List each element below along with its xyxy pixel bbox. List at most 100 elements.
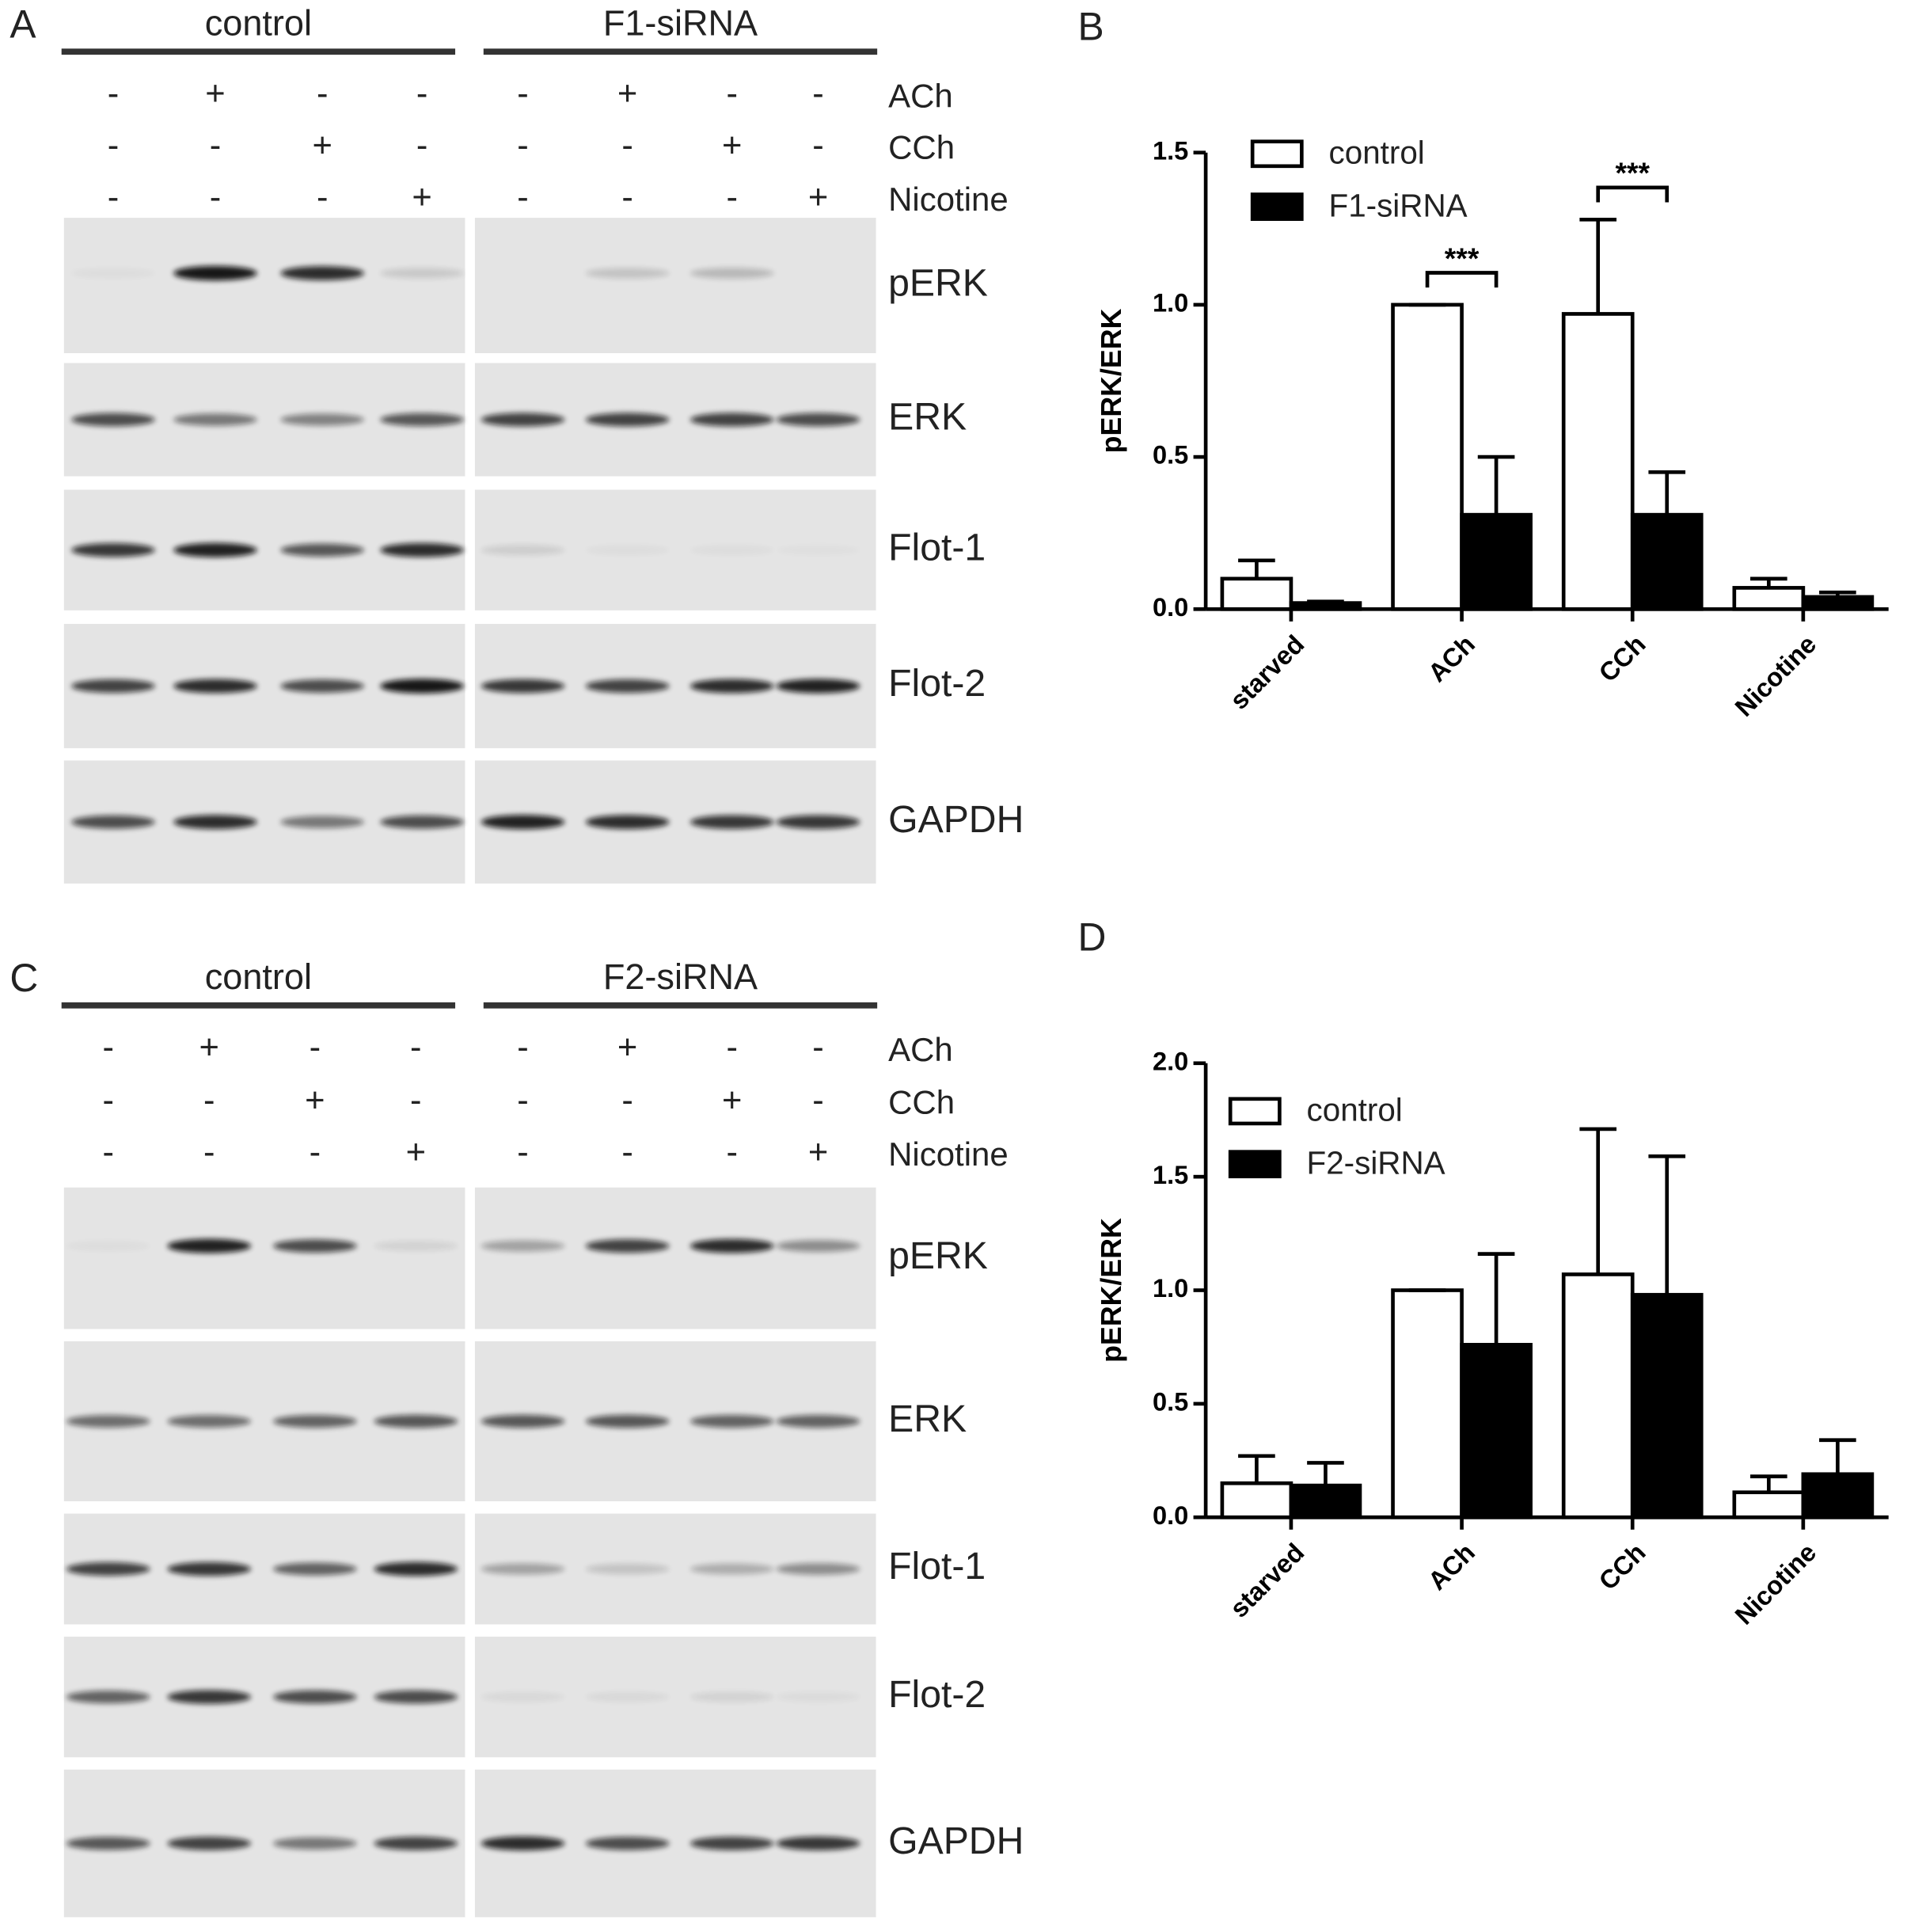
legend-swatch xyxy=(1250,192,1304,221)
blot-band xyxy=(776,1563,860,1575)
bar xyxy=(1561,1272,1635,1519)
blot-band xyxy=(66,1690,150,1704)
x-tick-label: Nicotine xyxy=(1729,1538,1822,1630)
blot-band xyxy=(273,1690,357,1704)
blot-band xyxy=(173,542,257,557)
bar xyxy=(1460,512,1533,611)
x-tick-label: ACh xyxy=(1422,629,1480,688)
treatment-label: ACh xyxy=(888,77,953,114)
blot-band xyxy=(374,1836,458,1850)
legend-swatch xyxy=(1250,139,1304,169)
treatment-sign: - xyxy=(517,178,529,216)
treatment-sign: - xyxy=(416,75,428,113)
treatment-sign: + xyxy=(722,127,742,165)
blot-band xyxy=(585,815,670,830)
blot-band xyxy=(585,1836,670,1850)
y-tick-label: 1.5 xyxy=(1153,1160,1188,1189)
error-bar xyxy=(1307,599,1344,604)
blot-band xyxy=(585,1414,670,1428)
treatment-label: CCh xyxy=(888,1084,955,1121)
blot-band xyxy=(273,1414,357,1428)
band-label: GAPDH xyxy=(888,798,1024,841)
blot-band xyxy=(71,815,155,829)
blot-band xyxy=(689,268,774,279)
legend-label: control xyxy=(1307,1092,1403,1128)
blot-band xyxy=(374,1414,458,1428)
y-tick-label: 1.0 xyxy=(1153,1273,1188,1303)
blot-band xyxy=(481,1414,565,1428)
blot-band xyxy=(585,1239,670,1253)
treatment-sign: - xyxy=(317,75,329,113)
treatment-sign: - xyxy=(517,75,529,113)
error-bar xyxy=(1750,1474,1787,1493)
band-label: pERK xyxy=(888,1234,988,1277)
x-tick-label: Nicotine xyxy=(1729,629,1822,722)
bar xyxy=(1220,576,1293,611)
blot-band xyxy=(776,1240,860,1253)
error-bar xyxy=(1819,590,1856,597)
blot-band xyxy=(280,679,365,693)
treatment-sign: - xyxy=(812,1082,824,1120)
error-bar xyxy=(1579,217,1617,314)
treatment-label: ACh xyxy=(888,1031,953,1068)
bar xyxy=(1630,512,1704,611)
blot-band xyxy=(173,815,257,830)
band-label: pERK xyxy=(888,261,988,304)
error-bar xyxy=(1477,454,1515,515)
blot-band xyxy=(173,265,257,281)
blot-band xyxy=(280,266,365,280)
treatment-sign: + xyxy=(199,1029,219,1067)
treatment-sign: - xyxy=(726,178,738,216)
treatment-sign: - xyxy=(410,1029,422,1067)
x-tick-label: ACh xyxy=(1422,1538,1480,1596)
x-tick-label: CCh xyxy=(1593,1538,1651,1596)
blot-band xyxy=(585,1691,670,1702)
error-bar xyxy=(1579,1127,1617,1275)
blot-band xyxy=(689,1238,774,1253)
y-axis-title: pERK/ERK xyxy=(1096,308,1127,453)
blot-band xyxy=(689,815,774,829)
blot-band xyxy=(776,1691,860,1702)
significance-label: *** xyxy=(1615,156,1650,189)
legend-swatch xyxy=(1228,1097,1282,1126)
blot-band xyxy=(66,1561,150,1576)
bar xyxy=(1391,302,1464,611)
error-bar xyxy=(1238,558,1275,579)
blot-band xyxy=(585,413,670,427)
group-label: F2-siRNA xyxy=(603,956,758,997)
y-tick-label: 1.0 xyxy=(1153,288,1188,318)
treatment-sign: - xyxy=(210,178,222,216)
error-bar xyxy=(1307,1461,1344,1486)
band-label: Flot-2 xyxy=(888,1673,986,1716)
blot-band xyxy=(481,1691,565,1702)
blot-band xyxy=(71,679,155,693)
panel-label: D xyxy=(1077,915,1106,960)
bar xyxy=(1289,1483,1362,1519)
bar xyxy=(1561,312,1635,611)
blot-band xyxy=(167,1561,252,1576)
treatment-sign: - xyxy=(108,75,120,113)
blot-band xyxy=(273,1562,357,1576)
blot-band xyxy=(273,1837,357,1850)
blot-band xyxy=(167,1238,252,1253)
treatment-sign: - xyxy=(726,1133,738,1171)
treatment-sign: - xyxy=(203,1133,215,1171)
blot-band xyxy=(380,679,464,694)
bar xyxy=(1391,1288,1464,1519)
bar xyxy=(1801,595,1875,611)
treatment-sign: + xyxy=(808,178,828,216)
blot-band xyxy=(71,268,155,279)
treatment-sign: - xyxy=(812,75,824,113)
blot-band xyxy=(776,679,860,694)
treatment-sign: + xyxy=(205,75,225,113)
blot-band xyxy=(585,679,670,693)
blot-band xyxy=(689,1563,774,1575)
treatment-sign: + xyxy=(412,178,431,216)
x-tick-label: CCh xyxy=(1593,629,1651,688)
blot-band xyxy=(481,545,565,556)
blot-band xyxy=(173,413,257,426)
blot-band xyxy=(280,816,365,828)
blot-band xyxy=(689,1414,774,1428)
